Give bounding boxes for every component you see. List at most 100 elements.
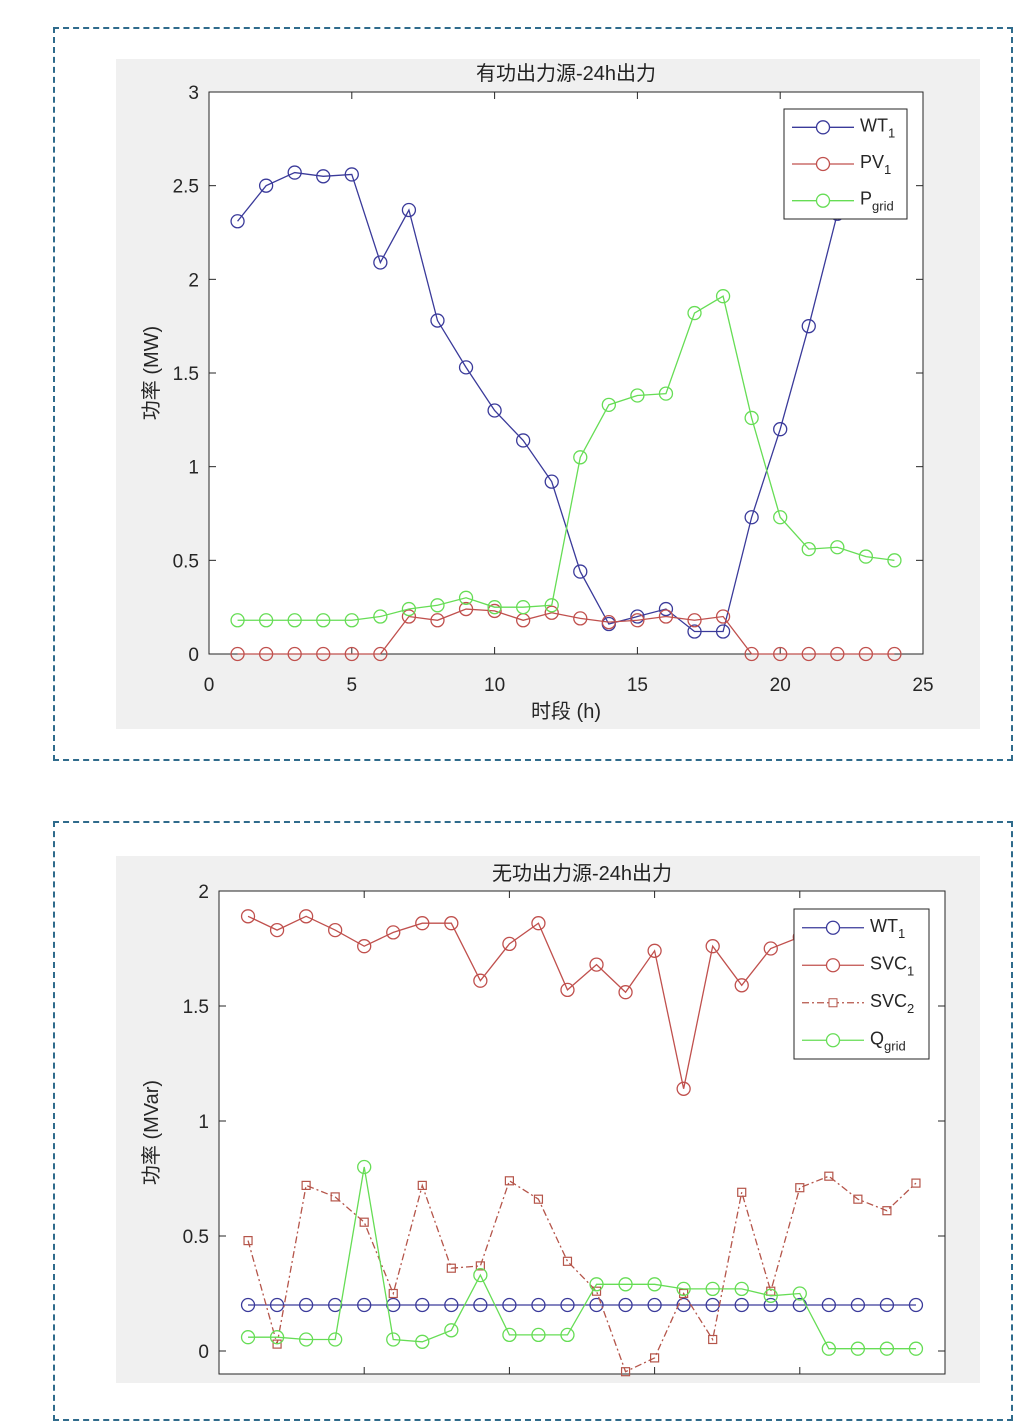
- chart2-series-svc-1-point: [298, 909, 314, 924]
- chart2-series-wt-1-point: [763, 1297, 778, 1313]
- chart2-series-wt-1-point: [560, 1297, 575, 1313]
- chart1-plot-area: [230, 165, 902, 662]
- chart1-series-p-grid-point: [744, 410, 759, 426]
- chart2-legend-label-sub: 1: [898, 926, 905, 941]
- chart1-series-wt-1-point: [487, 403, 502, 418]
- chart2-series-svc-2-point: [620, 1367, 631, 1377]
- chart2-legend-label-sub: grid: [884, 1038, 906, 1053]
- chart2-series-svc-2-point: [272, 1339, 282, 1349]
- chart2-series-q-grid-point: [444, 1323, 459, 1338]
- chart2-legend-marker: [825, 1033, 841, 1048]
- chart2-series-svc-2-point: [330, 1192, 340, 1202]
- chart1-series-p-grid-point: [858, 549, 874, 564]
- chart1-series-p-grid-point: [373, 609, 388, 624]
- chart2-ytick-label: 0: [198, 1342, 209, 1363]
- chart2-legend-label-sub: 1: [907, 963, 914, 978]
- chart1-series-pv-1-point: [830, 646, 845, 662]
- chart1-series-wt-1-point: [287, 165, 302, 180]
- chart1-legend-marker: [815, 156, 831, 172]
- chart1-series-p-grid-point: [487, 600, 502, 615]
- chart2-series-q-grid-point: [269, 1330, 285, 1345]
- chart2-series-wt-1-point: [618, 1297, 633, 1313]
- chart1-legend-marker: [815, 193, 831, 208]
- chart1-series-pv-1-point: [744, 646, 759, 662]
- chart1-series-wt-1-point: [401, 202, 417, 218]
- chart1-series-pv-1-point: [401, 609, 417, 624]
- chart1-series-pv-1-point: [487, 603, 502, 619]
- chart1-ytick-label: 1: [188, 458, 199, 479]
- chart1-series-pv-1-line: [237, 608, 895, 655]
- chart1-series-p-grid-point: [458, 590, 474, 605]
- chart1-series-pv-1-point: [373, 646, 388, 662]
- chart1-series-pv-1-point: [858, 646, 874, 662]
- chart2-series-svc-2-point: [882, 1206, 892, 1216]
- chart1-legend-label-sub: 1: [884, 162, 891, 177]
- chart1-series-p-grid-point: [516, 600, 531, 615]
- chart1-ytick-label: 2.5: [173, 177, 199, 198]
- chart1-series-p-grid-point: [316, 613, 331, 628]
- chart1-series-p-grid-point: [287, 613, 302, 628]
- chart1-series-pv-1-point: [544, 605, 559, 620]
- chart2-series-q-grid-point: [415, 1334, 430, 1349]
- chart1-series-p-grid-point: [601, 397, 616, 412]
- chart2-ylabel: 功率 (MVar): [140, 1080, 163, 1185]
- chart1-xtick-label: 25: [912, 675, 933, 696]
- chart2-series-q-grid-point: [763, 1288, 778, 1303]
- chart1-series-pv-1-point: [573, 611, 588, 626]
- chart2-title: 无功出力源-24h出力: [492, 862, 672, 885]
- chart2-series-svc-1-point: [502, 936, 517, 952]
- chart1-series-p-grid-point: [801, 541, 816, 557]
- chart1-legend-label-sub: grid: [872, 199, 894, 214]
- chart1-title: 有功出力源-24h出力: [476, 62, 656, 85]
- chart1-series-wt-1-point: [458, 360, 474, 375]
- chart2-legend-label: WT1: [870, 916, 905, 941]
- chart1-legend-label: PV1: [860, 152, 891, 177]
- chart2-series-svc-2-point: [417, 1180, 427, 1191]
- chart1-series-pv-1-point: [316, 646, 331, 662]
- chart2-series-wt-1-point: [240, 1297, 256, 1313]
- chart2-series-svc-2-point: [853, 1194, 863, 1204]
- chart1-series-pv-1-point: [658, 609, 674, 624]
- chart1-series-p-grid-point: [830, 540, 845, 555]
- chart2-series-wt-1-point: [531, 1297, 546, 1313]
- chart2-series-wt-1-point: [647, 1297, 662, 1313]
- chart2-legend-label-main: Q: [870, 1028, 884, 1048]
- chart1-ytick-label: 0.5: [173, 551, 199, 572]
- chart2-series-q-grid-point: [908, 1341, 924, 1356]
- chart2-series-svc-1-point: [328, 922, 343, 938]
- chart1-series-wt-1-point: [630, 609, 645, 624]
- chart1-legend-label-sub: 1: [888, 125, 895, 140]
- chart1-series-pv-1-point: [687, 613, 702, 628]
- chart1-series-wt-1-point: [230, 214, 245, 229]
- chart1-legend-label-main: WT: [860, 115, 888, 135]
- chart2-series-svc-1-point: [676, 1081, 691, 1096]
- chart2-series-q-grid-point: [589, 1277, 604, 1292]
- chart2-legend-label: SVC1: [870, 953, 914, 978]
- chart2-series-svc-2-point: [243, 1235, 253, 1246]
- chart1-ytick-label: 2: [188, 270, 199, 291]
- chart2-series-wt-1-point: [502, 1297, 517, 1313]
- chart1-xlabel: 时段 (h): [531, 700, 601, 723]
- chart2-series-q-grid-point: [734, 1281, 749, 1297]
- chart2-series-wt-1-point: [589, 1297, 604, 1313]
- chart1-series-wt-1-point: [744, 510, 759, 525]
- chart1-series-pv-1-point: [601, 615, 616, 630]
- chart2-series-wt-1-point: [850, 1297, 866, 1313]
- chart2-series-svc-1-point: [240, 909, 256, 924]
- chart1-ytick-label: 3: [188, 83, 199, 104]
- chart2-legend-label-main: WT: [870, 916, 898, 936]
- chart1-series-wt-1-point: [316, 169, 331, 184]
- chart1-series-p-grid-point: [687, 305, 702, 321]
- chart1-series-wt-1-point: [773, 422, 788, 437]
- chart2-series-q-grid-point: [328, 1332, 343, 1347]
- chart1-legend-label-main: PV: [860, 152, 884, 172]
- chart2-series-q-grid-point: [386, 1332, 401, 1347]
- chart2-legend-label: Qgrid: [870, 1028, 906, 1053]
- chart2-series-svc-2-point: [301, 1180, 311, 1191]
- chart2-series-q-grid-point: [705, 1281, 720, 1297]
- chart1-series-pv-1-point: [430, 613, 445, 628]
- chart2-legend-label: SVC2: [870, 991, 914, 1016]
- chart2-series-q-grid-point: [618, 1277, 633, 1292]
- chart1-series-pv-1-point: [287, 646, 302, 662]
